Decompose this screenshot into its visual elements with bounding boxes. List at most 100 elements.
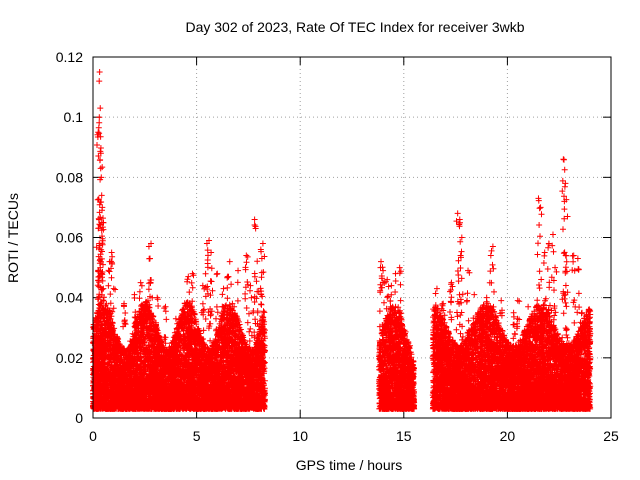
roti-point bbox=[259, 240, 266, 247]
roti-point bbox=[185, 273, 192, 280]
roti-point bbox=[99, 219, 106, 226]
roti-point bbox=[243, 252, 250, 259]
roti-point bbox=[378, 258, 385, 265]
x-tick-label: 20 bbox=[500, 428, 516, 444]
roti-point bbox=[100, 285, 107, 292]
roti-point bbox=[97, 105, 104, 112]
roti-point bbox=[203, 240, 210, 247]
roti-point bbox=[560, 156, 567, 163]
x-tick-label: 5 bbox=[193, 428, 201, 444]
roti-point bbox=[224, 273, 231, 280]
roti-point bbox=[552, 264, 559, 271]
y-tick-label: 0.04 bbox=[56, 290, 83, 306]
roti-point bbox=[189, 270, 196, 277]
roti-point bbox=[121, 300, 128, 307]
roti-point bbox=[96, 240, 103, 247]
roti-point bbox=[545, 240, 552, 247]
roti-point bbox=[498, 297, 505, 304]
roti-point bbox=[199, 282, 206, 289]
roti-point bbox=[106, 258, 113, 265]
roti-point bbox=[172, 315, 179, 322]
roti-point bbox=[541, 249, 548, 256]
roti-point bbox=[95, 267, 102, 274]
roti-point bbox=[220, 285, 227, 292]
roti-point bbox=[487, 252, 494, 259]
roti-point bbox=[214, 270, 221, 277]
roti-point bbox=[561, 198, 568, 205]
roti-point bbox=[145, 243, 152, 250]
roti-point bbox=[148, 240, 155, 247]
roti-point bbox=[440, 300, 447, 307]
roti-point bbox=[562, 180, 569, 187]
x-tick-label: 25 bbox=[603, 428, 619, 444]
roti-point bbox=[108, 249, 115, 256]
plot-frame bbox=[92, 56, 612, 419]
roti-point bbox=[433, 285, 440, 292]
roti-point bbox=[510, 309, 517, 316]
roti-point bbox=[400, 330, 407, 337]
roti-point bbox=[384, 276, 391, 283]
roti-point bbox=[407, 342, 414, 349]
roti-point bbox=[235, 267, 242, 274]
roti-point bbox=[154, 294, 161, 301]
roti-point bbox=[514, 297, 521, 304]
roti-point bbox=[247, 282, 254, 289]
roti-point bbox=[206, 237, 213, 244]
roti-point bbox=[95, 129, 102, 136]
data-markers bbox=[90, 69, 594, 412]
roti-point bbox=[458, 234, 465, 241]
roti-point bbox=[99, 204, 106, 211]
roti-point bbox=[131, 291, 138, 298]
y-tick-label: 0.1 bbox=[64, 109, 84, 125]
chart-title: Day 302 of 2023, Rate Of TEC Index for r… bbox=[185, 19, 524, 35]
roti-point bbox=[226, 258, 233, 265]
x-tick-label: 0 bbox=[89, 428, 97, 444]
x-tick-label: 15 bbox=[396, 428, 412, 444]
roti-point bbox=[96, 78, 103, 85]
roti-point bbox=[97, 150, 104, 157]
roti-point bbox=[98, 192, 105, 199]
roti-point bbox=[578, 309, 585, 316]
y-tick-label: 0.06 bbox=[56, 230, 83, 246]
roti-point bbox=[535, 195, 542, 202]
roti-point bbox=[574, 255, 581, 262]
roti-point bbox=[465, 267, 472, 274]
roti-point bbox=[96, 69, 103, 76]
y-tick-label: 0.12 bbox=[56, 49, 83, 65]
roti-point bbox=[380, 267, 387, 274]
x-tick-label: 10 bbox=[292, 428, 308, 444]
roti-point bbox=[585, 324, 592, 331]
roti-point bbox=[549, 231, 556, 238]
roti-point bbox=[537, 204, 544, 211]
roti-point bbox=[137, 279, 144, 286]
roti-point bbox=[257, 246, 264, 253]
roti-point bbox=[98, 174, 105, 181]
roti-point bbox=[396, 264, 403, 271]
roti-point bbox=[454, 210, 461, 217]
roti-point bbox=[94, 309, 101, 316]
roti-cloud-markers bbox=[90, 114, 594, 412]
y-tick-label: 0 bbox=[75, 410, 83, 426]
roti-point bbox=[483, 294, 490, 301]
y-tick-label: 0.08 bbox=[56, 169, 83, 185]
roti-point bbox=[489, 243, 496, 250]
roti-point bbox=[456, 216, 463, 223]
roti-point bbox=[392, 270, 399, 277]
roti-point bbox=[252, 225, 259, 232]
y-tick-label: 0.02 bbox=[56, 350, 83, 366]
x-axis-label: GPS time / hours bbox=[296, 457, 403, 473]
roti-point bbox=[208, 249, 215, 256]
roti-point bbox=[91, 378, 98, 385]
roti-point bbox=[102, 324, 109, 331]
roti-point bbox=[162, 303, 169, 310]
roti-point bbox=[258, 255, 265, 262]
roti-point bbox=[471, 291, 478, 298]
roti-point bbox=[525, 303, 532, 310]
axis-ticks: 0 5 10 15 20 25 0 0.02 0.04 0.06 0.08 0.1 0.12 bbox=[56, 49, 619, 444]
roti-point bbox=[564, 213, 571, 220]
roti-point bbox=[255, 288, 262, 295]
roti-point bbox=[448, 279, 455, 286]
roti-point bbox=[388, 282, 395, 289]
y-axis-label: ROTI / TECUs bbox=[5, 193, 21, 283]
